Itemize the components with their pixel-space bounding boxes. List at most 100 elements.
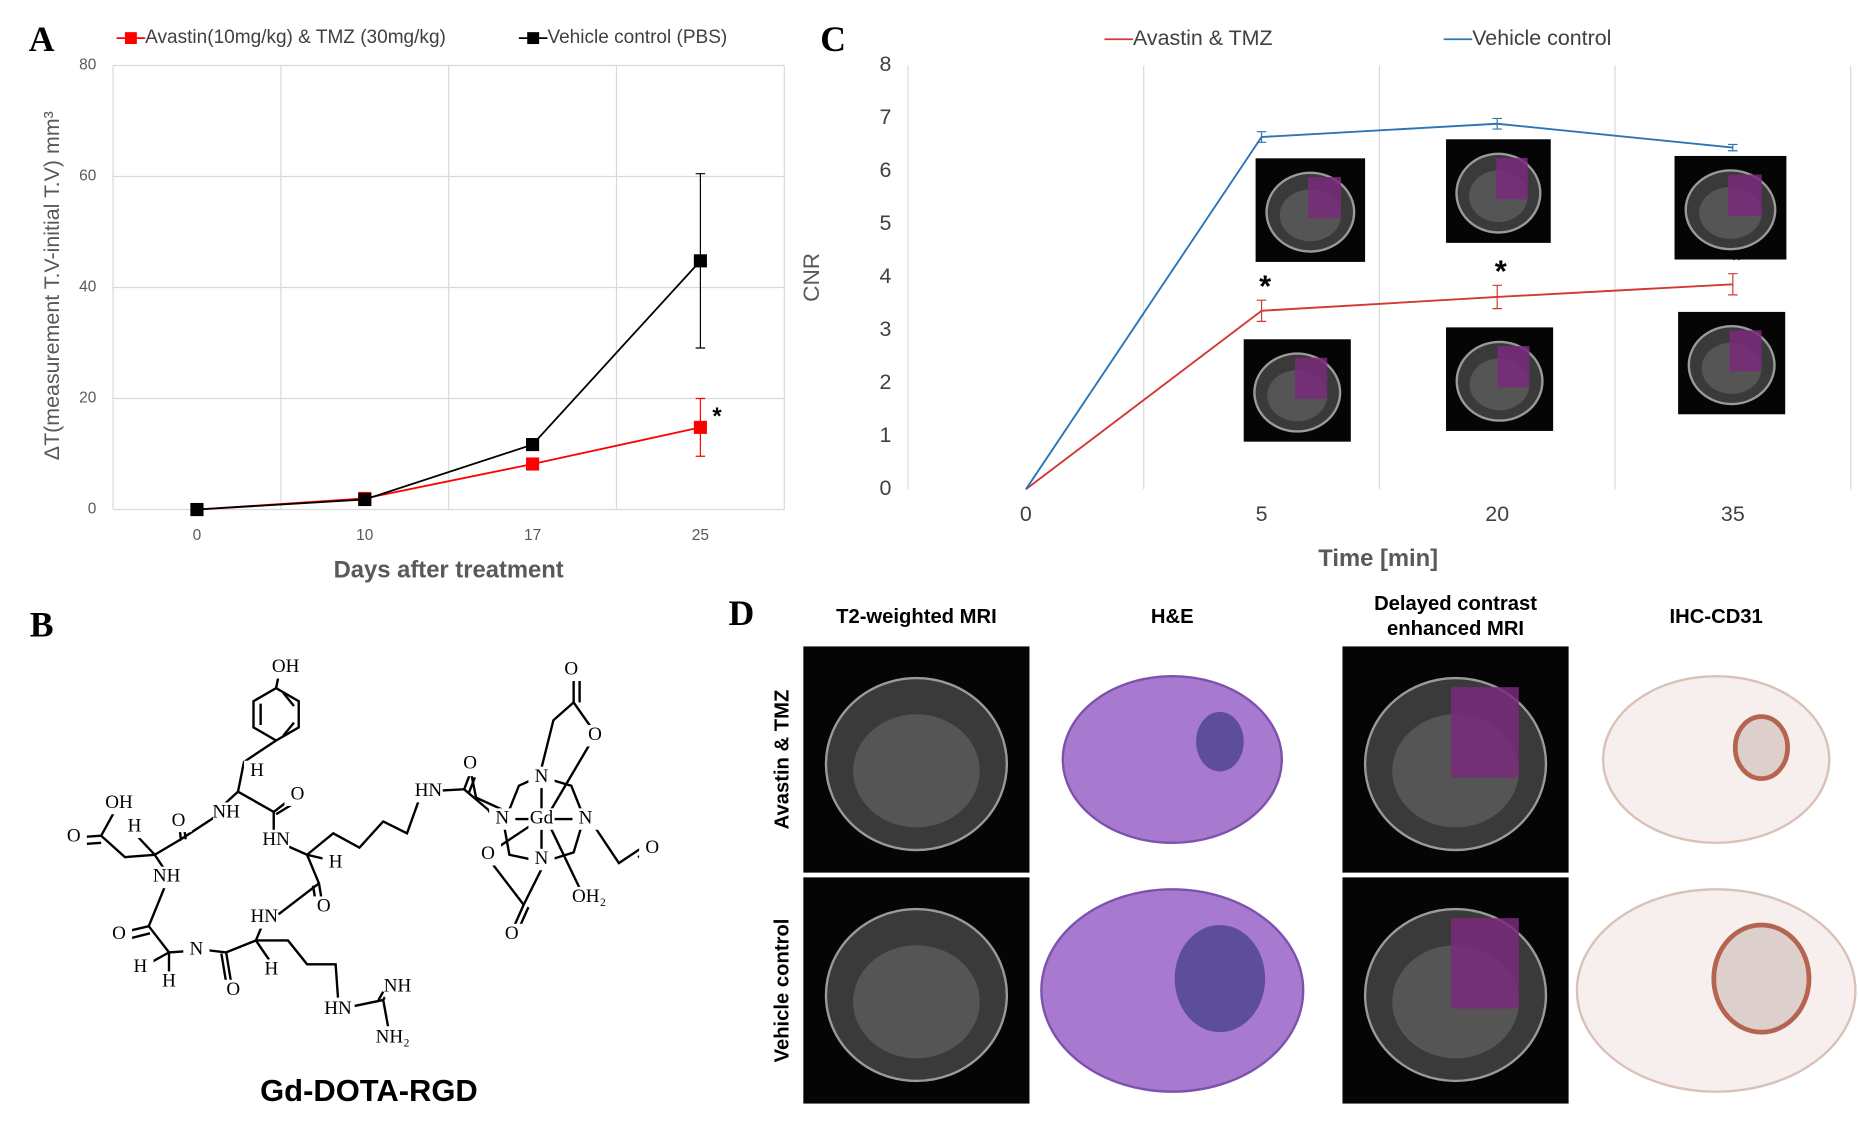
atom-label: O <box>172 810 186 831</box>
x-tick-label: 25 <box>692 527 709 544</box>
y-tick-label: 3 <box>880 317 892 341</box>
inset-image-overlay <box>1729 330 1762 372</box>
atom-label: N <box>495 807 509 828</box>
he-section <box>1061 675 1283 845</box>
data-point <box>693 420 707 434</box>
atom-bg <box>272 657 299 679</box>
bond <box>442 773 476 794</box>
atom-label: H <box>264 959 278 980</box>
atom-label: O <box>505 923 519 944</box>
inset-image-overlay <box>1728 174 1762 217</box>
x-tick-label: 5 <box>1256 502 1268 526</box>
data-point <box>190 502 204 517</box>
mri-image-core <box>853 714 980 828</box>
series-line <box>1025 122 1733 490</box>
atom-label: H <box>250 760 264 781</box>
atom-label: O <box>67 825 81 846</box>
bond <box>540 680 581 769</box>
error-bar <box>1492 284 1502 310</box>
bond <box>254 925 270 961</box>
bond <box>548 701 592 813</box>
annotation: * <box>712 403 722 430</box>
x-tick-label: 20 <box>1485 502 1509 526</box>
y-axis-label: ΔT(measurement T.V-initial T.V) mm³ <box>40 111 64 460</box>
y-tick-label: 7 <box>880 105 892 129</box>
atom-label: OH <box>105 792 133 813</box>
atom-bg <box>165 810 192 833</box>
atom-label: O <box>564 659 578 680</box>
atom-label: H <box>134 956 148 977</box>
atom-label: OH <box>272 656 300 677</box>
atom-label: O <box>291 784 305 805</box>
atom-label: HN <box>250 906 278 927</box>
column-header: enhanced MRI <box>1387 618 1524 640</box>
column-header: H&E <box>1151 606 1194 628</box>
data-point <box>526 457 540 471</box>
bond <box>306 799 421 856</box>
atom-bg <box>105 792 133 815</box>
atom-bg <box>322 852 349 874</box>
he-tumor <box>1196 711 1244 772</box>
atom-bg <box>415 780 442 803</box>
y-tick-label: 2 <box>880 370 892 394</box>
bond <box>491 822 534 906</box>
x-tick-label: 0 <box>193 527 202 544</box>
atom-bg <box>324 998 352 1021</box>
atom-label: O <box>226 979 240 1000</box>
bond <box>285 844 328 861</box>
atom-label: HN <box>415 780 443 801</box>
structure-name: Gd-DOTA-RGD <box>260 1073 478 1108</box>
legend-label: Vehicle control (PBS) <box>547 27 727 48</box>
ihc-tumor <box>1711 922 1812 1035</box>
atom-label: H <box>162 971 176 992</box>
atom-bg <box>528 766 555 789</box>
atom-bg <box>220 979 247 1002</box>
panel-label: C <box>820 19 846 59</box>
bond <box>135 834 182 857</box>
atom-bg <box>558 659 585 681</box>
y-tick-label: 80 <box>79 57 96 74</box>
y-tick-label: 8 <box>880 52 892 76</box>
atom-bg <box>243 760 271 783</box>
atom-bg <box>639 838 666 860</box>
data-point <box>693 254 707 268</box>
bond <box>503 828 533 861</box>
atom-bg <box>213 802 240 824</box>
bond <box>548 825 582 891</box>
column-header: Delayed contrast <box>1374 593 1537 615</box>
bond <box>237 790 293 816</box>
data-point <box>358 492 372 507</box>
atom-bg <box>457 753 484 775</box>
legend-label: Avastin(10mg/kg) & TMZ (30mg/kg) <box>145 27 446 48</box>
he-tumor <box>1174 925 1266 1033</box>
atom-bg <box>263 829 290 852</box>
series-line <box>1025 283 1733 491</box>
inset-image-overlay <box>1295 357 1328 399</box>
error-bar <box>1728 273 1738 296</box>
atom-label: O <box>463 753 477 774</box>
x-tick-label: 35 <box>1721 502 1745 526</box>
x-tick-label: 10 <box>356 527 373 544</box>
bond <box>277 882 320 916</box>
panel-label: A <box>29 19 55 59</box>
bond <box>128 924 170 954</box>
atom-label: HN <box>324 998 352 1019</box>
atom-label: O <box>317 896 331 917</box>
atom-label: HN <box>262 829 290 850</box>
y-tick-label: 40 <box>79 279 96 296</box>
atom-label: H <box>128 816 142 837</box>
y-tick-label: 60 <box>79 168 96 185</box>
annotation: * <box>1495 254 1508 289</box>
atom-label: O <box>588 724 602 745</box>
atom-bg <box>379 1027 406 1049</box>
x-tick-label: 17 <box>524 527 541 544</box>
error-bar <box>1492 117 1502 130</box>
atom-bg <box>489 808 516 830</box>
ihc-section <box>1601 675 1831 845</box>
atom-label: N <box>579 807 593 828</box>
bond <box>550 828 582 861</box>
series-line <box>196 260 702 511</box>
mri-image-overlay <box>1451 918 1519 1009</box>
atom-bg <box>384 976 411 998</box>
